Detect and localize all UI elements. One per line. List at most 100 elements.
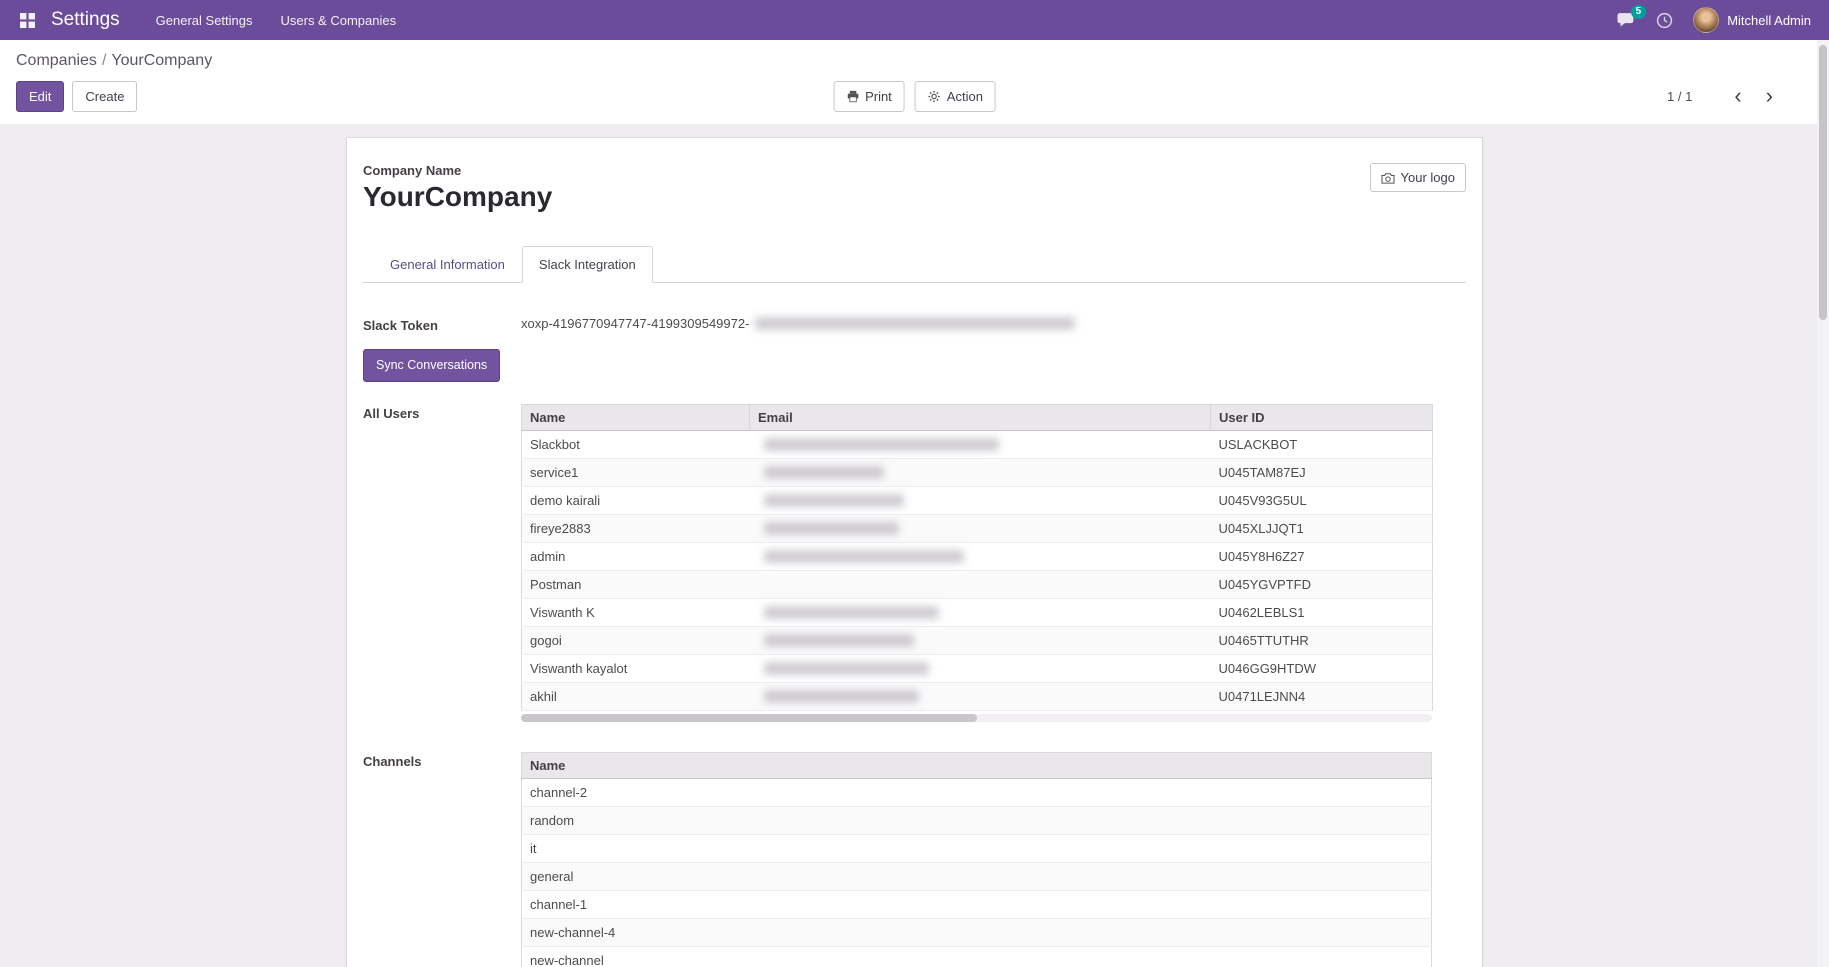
print-button[interactable]: Print bbox=[833, 80, 905, 112]
all-users-label: All Users bbox=[363, 406, 420, 421]
users-table-hscrollbar[interactable] bbox=[521, 714, 1432, 722]
redacted-email bbox=[763, 662, 929, 675]
table-row[interactable]: general bbox=[521, 862, 1432, 891]
table-row[interactable]: akhil U0471LEJNN4 bbox=[521, 682, 1433, 711]
redacted-email bbox=[763, 494, 904, 507]
table-row[interactable]: demo kairali U045V93G5UL bbox=[521, 486, 1433, 515]
your-logo-label: Your logo bbox=[1400, 170, 1455, 185]
tab-slack-integration[interactable]: Slack Integration bbox=[521, 246, 653, 283]
users-table-header: Name Email User ID bbox=[521, 404, 1433, 431]
user-email-cell bbox=[749, 682, 1211, 711]
channels-label: Channels bbox=[363, 754, 422, 769]
action-button[interactable]: Action bbox=[914, 80, 996, 112]
camera-icon bbox=[1381, 172, 1395, 184]
user-email-cell bbox=[749, 514, 1211, 543]
table-row[interactable]: gogoi U0465TTUTHR bbox=[521, 626, 1433, 655]
messages-button[interactable]: 5 bbox=[1617, 4, 1647, 29]
user-email-cell bbox=[749, 598, 1211, 627]
user-name: Mitchell Admin bbox=[1727, 12, 1811, 28]
table-row[interactable]: new-channel bbox=[521, 946, 1432, 967]
breadcrumb-companies[interactable]: Companies bbox=[16, 52, 97, 69]
pager-previous-icon[interactable]: ‹ bbox=[1734, 83, 1742, 108]
redacted-email bbox=[763, 466, 884, 479]
user-id-cell: U045YGVPTFD bbox=[1210, 570, 1433, 599]
users-col-name[interactable]: Name bbox=[521, 404, 750, 431]
table-row[interactable]: it bbox=[521, 834, 1432, 863]
channel-name-cell: new-channel bbox=[521, 946, 1432, 967]
menu-general-settings[interactable]: General Settings bbox=[155, 12, 253, 28]
table-row[interactable]: Viswanth kayalot U046GG9HTDW bbox=[521, 654, 1433, 683]
table-row[interactable]: channel-1 bbox=[521, 890, 1432, 919]
tab-general-information[interactable]: General Information bbox=[390, 257, 505, 272]
redacted-email bbox=[763, 550, 964, 563]
slack-token-value: xoxp-4196770947747-4199309549972- bbox=[521, 316, 750, 331]
company-name-block: Company Name YourCompany bbox=[363, 163, 552, 213]
user-id-cell: U045TAM87EJ bbox=[1210, 458, 1433, 487]
hscrollbar-thumb[interactable] bbox=[521, 714, 977, 722]
table-row[interactable]: Slackbot USLACKBOT bbox=[521, 430, 1433, 459]
app-title[interactable]: Settings bbox=[51, 9, 120, 30]
channel-name-cell: channel-1 bbox=[521, 890, 1432, 919]
channel-name-cell: general bbox=[521, 862, 1432, 891]
menu-users-companies[interactable]: Users & Companies bbox=[280, 12, 397, 28]
slack-token-redacted bbox=[755, 317, 1076, 330]
user-id-cell: U045V93G5UL bbox=[1210, 486, 1433, 515]
user-email-cell bbox=[749, 458, 1211, 487]
table-row[interactable]: random bbox=[521, 806, 1432, 835]
slack-integration-form: Slack Token xoxp-4196770947747-419930954… bbox=[363, 316, 1466, 967]
user-name-cell: fireye2883 bbox=[521, 514, 750, 543]
sync-conversations-button[interactable]: Sync Conversations bbox=[363, 349, 501, 382]
user-id-cell: U0462LEBLS1 bbox=[1210, 598, 1433, 627]
vscrollbar-thumb[interactable] bbox=[1819, 45, 1827, 320]
table-row[interactable]: channel-2 bbox=[521, 778, 1432, 807]
table-row[interactable]: Postman U045YGVPTFD bbox=[521, 570, 1433, 599]
activities-button[interactable] bbox=[1656, 12, 1673, 29]
user-name-cell: admin bbox=[521, 542, 750, 571]
user-id-cell: U046GG9HTDW bbox=[1210, 654, 1433, 683]
print-action-group: Print Action bbox=[833, 80, 996, 112]
pager-next-icon[interactable]: › bbox=[1765, 83, 1773, 108]
user-name-cell: Viswanth K bbox=[521, 598, 750, 627]
table-row[interactable]: fireye2883 U045XLJJQT1 bbox=[521, 514, 1433, 543]
user-email-cell bbox=[749, 486, 1211, 515]
user-name-cell: Slackbot bbox=[521, 430, 750, 459]
control-panel: Companies / YourCompany Edit Create Print bbox=[0, 40, 1829, 124]
redacted-email bbox=[763, 438, 999, 451]
users-table-body: Slackbot USLACKBOT service1 U045TAM87EJ bbox=[521, 430, 1433, 711]
page-vertical-scrollbar[interactable] bbox=[1817, 40, 1829, 967]
create-button[interactable]: Create bbox=[72, 80, 138, 112]
breadcrumb: Companies / YourCompany bbox=[16, 52, 1813, 70]
users-col-email[interactable]: Email bbox=[749, 404, 1211, 431]
channels-field: Name channel-2 random bbox=[521, 752, 1466, 967]
messages-badge: 5 bbox=[1630, 4, 1647, 19]
table-row[interactable]: new-channel-4 bbox=[521, 918, 1432, 947]
users-col-user-id[interactable]: User ID bbox=[1210, 404, 1433, 431]
avatar bbox=[1693, 7, 1720, 33]
user-name-cell: service1 bbox=[521, 458, 750, 487]
apps-grid-icon bbox=[20, 12, 35, 28]
user-email-cell bbox=[749, 430, 1211, 459]
user-email-cell bbox=[749, 542, 1211, 571]
user-name-cell: Postman bbox=[521, 570, 750, 599]
edit-button[interactable]: Edit bbox=[16, 80, 65, 112]
chat-bubble-icon bbox=[1617, 12, 1636, 29]
user-menu[interactable]: Mitchell Admin bbox=[1693, 7, 1811, 33]
edit-create-group: Edit Create bbox=[16, 80, 138, 112]
table-row[interactable]: service1 U045TAM87EJ bbox=[521, 458, 1433, 487]
top-menus: General Settings Users & Companies bbox=[142, 0, 410, 40]
top-navbar: Settings General Settings Users & Compan… bbox=[0, 0, 1829, 40]
table-row[interactable]: Viswanth K U0462LEBLS1 bbox=[521, 598, 1433, 627]
your-logo-button[interactable]: Your logo bbox=[1369, 163, 1466, 192]
channels-col-name[interactable]: Name bbox=[521, 752, 1432, 779]
user-id-cell: USLACKBOT bbox=[1210, 430, 1433, 459]
channel-name-cell: new-channel-4 bbox=[521, 918, 1432, 947]
redacted-email bbox=[763, 522, 899, 535]
sheet-title-row: Company Name YourCompany Your logo bbox=[363, 163, 1466, 213]
pager: 1 / 1 ‹ › bbox=[1667, 83, 1813, 108]
gear-icon bbox=[928, 90, 941, 103]
printer-icon bbox=[846, 90, 859, 103]
table-row[interactable]: admin U045Y8H6Z27 bbox=[521, 542, 1433, 571]
all-users-field: Name Email User ID Slackbot USLACKBOT bbox=[521, 404, 1466, 722]
apps-menu-button[interactable] bbox=[12, 0, 43, 40]
user-email-cell bbox=[749, 626, 1211, 655]
